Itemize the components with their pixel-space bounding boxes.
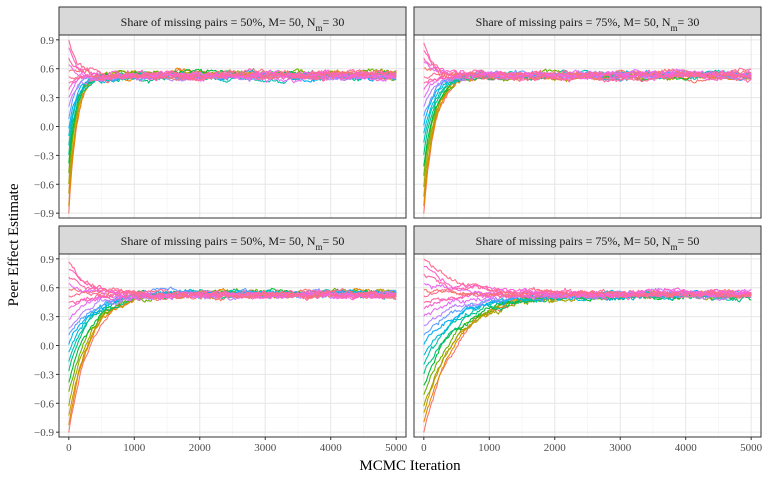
y-tick-label: −0.9 [34,208,54,220]
y-tick-label: −0.3 [34,369,54,381]
y-tick-label: −0.9 [34,427,54,439]
x-tick-label: 0 [66,442,72,454]
panel-title: Share of missing pairs = 50%, M= 50, Nm=… [121,15,345,33]
trace-series [423,258,752,433]
panel-title-subscript: m [671,242,678,252]
y-tick-label: 0.0 [40,122,54,134]
x-tick-label: 1000 [123,442,146,454]
x-tick-label: 5000 [385,442,408,454]
y-tick-label: 0.3 [40,312,54,324]
panel-title-end: = 30 [678,15,700,29]
x-tick-label: 2000 [189,442,212,454]
y-tick-label: 0.6 [40,283,54,295]
panel-title-main: Share of missing pairs = 50%, M= 50, N [121,15,316,29]
panel-title-subscript: m [316,242,323,252]
grid-lines [414,254,761,437]
panel-title: Share of missing pairs = 75%, M= 50, Nm=… [476,15,700,33]
y-tick-label: −0.6 [34,398,54,410]
x-tick-label: 5000 [740,442,763,454]
panel-title-end: = 50 [323,234,345,248]
panel-strip [413,225,762,255]
panel-2: Share of missing pairs = 75%, M= 50, Nm=… [413,6,762,219]
x-axis-title: MCMC Iteration [359,458,461,474]
trace-series [68,261,397,433]
y-tick-label: 0.6 [40,64,54,76]
panel-title-main: Share of missing pairs = 75%, M= 50, N [476,15,671,29]
y-tick-label: 0.3 [40,93,54,105]
panel-strip [58,225,407,255]
panel-title-subscript: m [671,23,678,33]
trace-line [68,47,397,80]
panel-border [413,34,762,219]
x-tick-label: 2000 [544,442,567,454]
panel-title-main: Share of missing pairs = 50%, M= 50, N [121,234,316,248]
panel-3: Share of missing pairs = 50%, M= 50, Nm=… [34,225,408,454]
y-tick-label: −0.3 [34,150,54,162]
panel-title-end: = 30 [323,15,345,29]
panel-title: Share of missing pairs = 50%, M= 50, Nm=… [121,234,345,252]
y-tick-label: −0.6 [34,179,54,191]
trace-line [68,39,397,81]
y-tick-label: 0.9 [40,35,54,47]
trace-line [68,268,397,301]
panel-strip [413,6,762,36]
grid-lines [414,35,761,218]
trace-line [423,42,752,83]
y-tick-label: 0.0 [40,341,54,353]
x-tick-label: 4000 [675,442,698,454]
trace-series [68,39,397,214]
panel-strip [58,6,407,36]
panel-4: Share of missing pairs = 75%, M= 50, Nm=… [413,225,763,454]
trace-line [68,287,397,392]
panel-title-main: Share of missing pairs = 75%, M= 50, N [476,234,671,248]
panel-title-subscript: m [316,23,323,33]
x-tick-label: 3000 [254,442,277,454]
x-tick-label: 1000 [478,442,501,454]
x-tick-label: 4000 [320,442,343,454]
trace-line [68,291,397,329]
trace-series [423,42,752,214]
panels-group: Share of missing pairs = 50%, M= 50, Nm=… [34,6,763,454]
x-tick-label: 3000 [609,442,632,454]
y-axis-title: Peer Effect Estimate [6,183,22,306]
grid-lines [59,254,406,437]
x-tick-label: 0 [421,442,427,454]
trace-line [68,261,397,299]
panel-border [413,253,762,438]
panel-title: Share of missing pairs = 75%, M= 50, Nm=… [476,234,700,252]
trace-line [423,258,752,299]
trace-line [423,50,752,82]
panel-title-end: = 50 [678,234,700,248]
panel-1: Share of missing pairs = 50%, M= 50, Nm=… [34,6,407,220]
y-tick-label: 0.9 [40,254,54,266]
